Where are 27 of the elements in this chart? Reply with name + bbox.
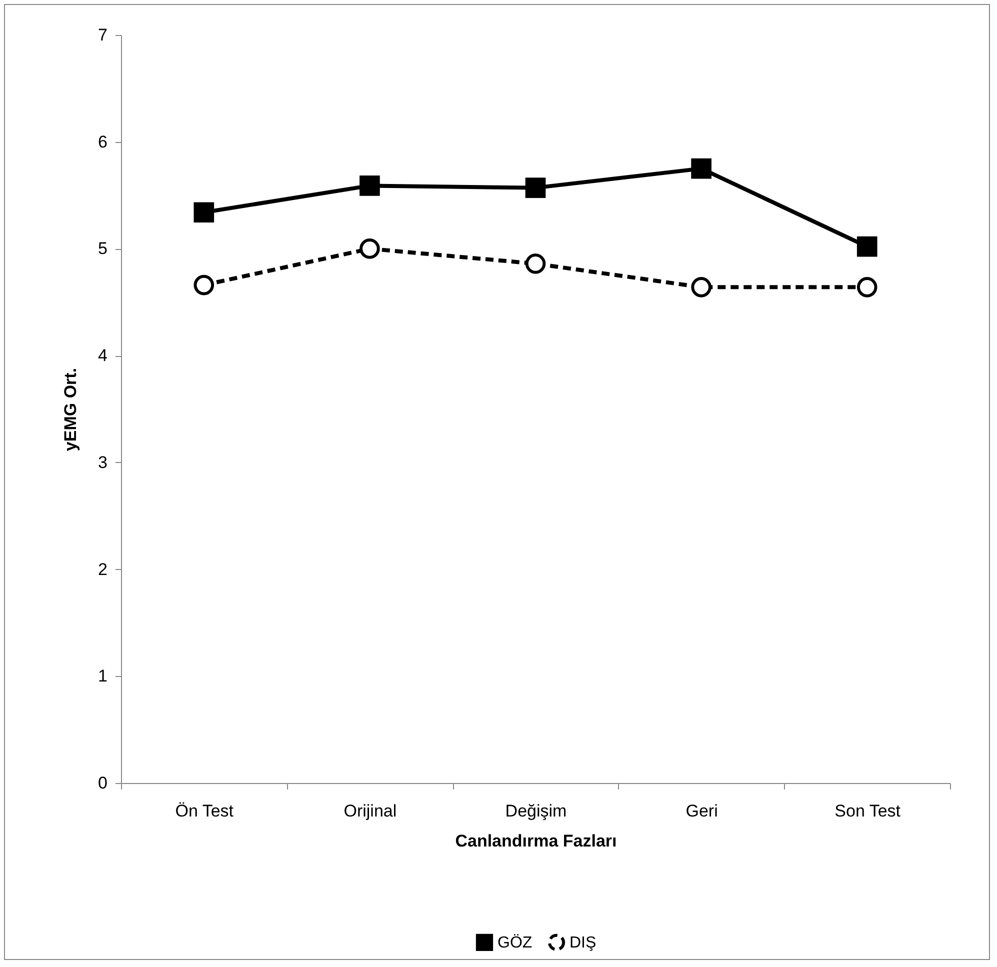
point: [691, 158, 712, 179]
y-tick-label: 2: [98, 560, 108, 579]
x-tick-label: Geri: [686, 802, 718, 820]
y-tick-label: 1: [98, 666, 108, 686]
point: [360, 176, 380, 196]
point: [194, 274, 214, 296]
legend-label: DIŞ: [570, 934, 596, 952]
x-axis-title: Canlandırma Fazları: [455, 832, 617, 850]
x-tick-label: Son Test: [834, 802, 901, 820]
point: [856, 236, 878, 257]
point: [194, 202, 214, 223]
y-tick-label: 4: [98, 346, 108, 366]
point: [691, 277, 712, 298]
y-axis-title: yEMG Ort.: [61, 368, 80, 452]
y-tick-label: 5: [98, 239, 108, 258]
point: [525, 178, 546, 198]
y-tick-label: 0: [98, 774, 108, 792]
y-tick-label: 6: [98, 132, 108, 152]
y-tick-label: 7: [98, 26, 108, 44]
x-tick-label: Orijinal: [344, 802, 397, 820]
x-tick-label: Ön Test: [175, 802, 234, 820]
point: [525, 254, 546, 274]
x-tick-label: Değişim: [505, 802, 567, 820]
legend-label: GÖZ: [498, 933, 532, 952]
y-tick-label: 3: [98, 452, 108, 472]
point: [360, 238, 380, 259]
point: [856, 277, 878, 298]
